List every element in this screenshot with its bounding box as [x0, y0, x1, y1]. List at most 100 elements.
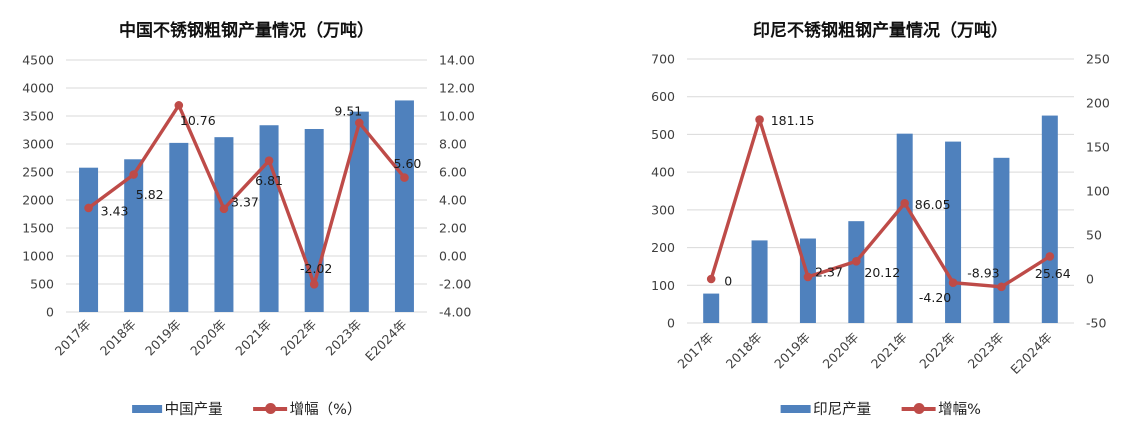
growth-data-label: 181.15	[771, 113, 815, 128]
left-axis-tick: 4500	[22, 53, 54, 68]
right-axis-tick: 150	[1086, 140, 1110, 155]
x-axis-tick: 2023年	[322, 317, 364, 359]
growth-data-label: 3.43	[101, 203, 129, 218]
growth-point-marker	[1045, 252, 1055, 261]
growth-point-marker	[400, 173, 409, 182]
growth-line-path	[87, 103, 406, 286]
growth-data-labels: 0 181.15 2.37 20.12 86.05 -4.20 -8.93 25.64	[724, 113, 1071, 305]
bar-series-swatch	[131, 404, 162, 413]
growth-data-labels: 3.43 5.82 10.76 3.37 6.81 -2.02 9.51 5.60	[101, 103, 422, 275]
right-axis-tick: 4.00	[439, 193, 467, 208]
bar	[993, 157, 1010, 323]
right-axis-labels: -4.00 -2.00 0.00 2.00 4.00 6.00 8.00 10.00 12.00…	[439, 53, 475, 320]
line-swatch-dot	[913, 403, 925, 414]
left-axis-tick: 500	[30, 277, 54, 292]
bar	[214, 137, 234, 312]
legend-item-production: 印尼产量	[780, 398, 871, 419]
x-axis-tick: 2017年	[52, 317, 94, 359]
x-axis-tick: 2018年	[97, 317, 139, 359]
gridlines	[687, 58, 1074, 324]
x-axis-tick: 2022年	[277, 317, 319, 359]
indonesia-production-chart: 印尼不锈钢粗钢产量情况（万吨） 0 100 200 300 400 500 600 700 -5…	[565, 0, 1130, 433]
growth-data-label: 9.51	[334, 103, 362, 118]
legend-item-growth: 增幅（%）	[252, 398, 361, 419]
growth-point-marker	[174, 101, 184, 110]
china-production-chart: 中国不锈钢粗钢产量情况（万吨） 0 500 1000 1500 2000 2500 3000…	[0, 0, 565, 433]
china-chart-plot: 0 500 1000 1500 2000 2500 3000 3500 4000 4500 -4.0…	[22, 53, 475, 365]
china-chart-legend: 中国产量 增幅（%）	[131, 398, 361, 419]
x-axis-tick: 2019年	[771, 330, 813, 372]
left-axis-tick: 2000	[22, 193, 54, 208]
x-axis-tick: 2022年	[916, 330, 958, 372]
growth-data-label: 86.05	[915, 197, 951, 212]
line-series-swatch	[901, 403, 936, 414]
left-axis-tick: 3500	[22, 109, 54, 124]
growth-point-marker	[997, 282, 1006, 292]
growth-data-label: 0	[724, 274, 732, 289]
china-chart-title: 中国不锈钢粗钢产量情况（万吨）	[119, 21, 374, 41]
growth-data-label: 6.81	[255, 173, 283, 188]
left-axis-tick: 300	[651, 202, 675, 217]
left-axis-tick: 2500	[22, 165, 54, 180]
left-axis-labels: 0 500 1000 1500 2000 2500 3000 3500 4000 4500	[22, 53, 54, 320]
bar	[394, 100, 414, 312]
growth-line	[706, 115, 1055, 292]
growth-point-marker	[309, 279, 319, 289]
right-axis-tick: 200	[1086, 96, 1110, 111]
right-axis-tick: 0.00	[439, 249, 467, 264]
growth-data-label: -4.20	[919, 290, 951, 305]
bar	[751, 240, 768, 323]
growth-point-marker	[900, 198, 909, 208]
line-swatch-dot	[264, 403, 276, 414]
x-axis-tick: E2024年	[362, 317, 410, 365]
right-axis-tick: -4.00	[439, 305, 471, 320]
growth-point-marker	[803, 272, 813, 282]
right-axis-tick: 14.00	[439, 53, 475, 68]
growth-data-label: -2.02	[300, 261, 332, 276]
growth-point-marker	[852, 256, 861, 266]
right-axis-tick: 100	[1086, 184, 1110, 199]
bar	[1041, 115, 1058, 323]
left-axis-tick: 4000	[22, 81, 54, 96]
x-axis-tick: 2020年	[819, 330, 861, 372]
legend-label-production: 中国产量	[164, 402, 223, 418]
growth-point-marker	[355, 118, 364, 128]
x-axis-tick: 2020年	[187, 317, 229, 359]
growth-line	[84, 101, 409, 289]
growth-data-label: 2.37	[815, 264, 843, 279]
growth-point-marker	[84, 203, 93, 213]
left-axis-tick: 1500	[22, 221, 54, 236]
x-axis-tick: 2019年	[142, 317, 184, 359]
left-axis-labels: 0 100 200 300 400 500 600 700	[651, 52, 675, 331]
x-axis-tick: 2023年	[965, 330, 1007, 372]
legend-label-production: 印尼产量	[813, 402, 872, 418]
indonesia-chart-title: 印尼不锈钢粗钢产量情况（万吨）	[753, 21, 1008, 41]
growth-line-path	[709, 117, 1051, 289]
bar	[169, 142, 189, 312]
growth-data-label: -8.93	[967, 265, 999, 280]
growth-data-label: 3.37	[231, 194, 259, 209]
growth-point-marker	[755, 115, 764, 124]
bar	[259, 125, 279, 313]
growth-point-marker	[948, 278, 958, 287]
left-axis-tick: 200	[651, 240, 675, 255]
line-series-swatch	[252, 403, 287, 414]
left-axis-tick: 0	[667, 316, 675, 331]
right-axis-tick: -50	[1086, 316, 1106, 331]
x-axis-tick: 2021年	[868, 330, 910, 372]
growth-point-marker	[264, 156, 274, 165]
legend-item-growth: 增幅%	[901, 398, 981, 419]
left-axis-tick: 500	[651, 127, 675, 142]
right-axis-tick: 250	[1086, 52, 1110, 67]
x-axis-tick: 2018年	[723, 330, 765, 372]
right-axis-tick: 2.00	[439, 221, 467, 236]
left-axis-tick: 1000	[22, 249, 54, 264]
right-axis-tick: 8.00	[439, 137, 467, 152]
bar	[896, 133, 913, 323]
left-axis-tick: 100	[651, 278, 675, 293]
growth-data-label: 10.76	[180, 113, 216, 128]
legend-label-growth: 增幅%	[938, 402, 981, 418]
